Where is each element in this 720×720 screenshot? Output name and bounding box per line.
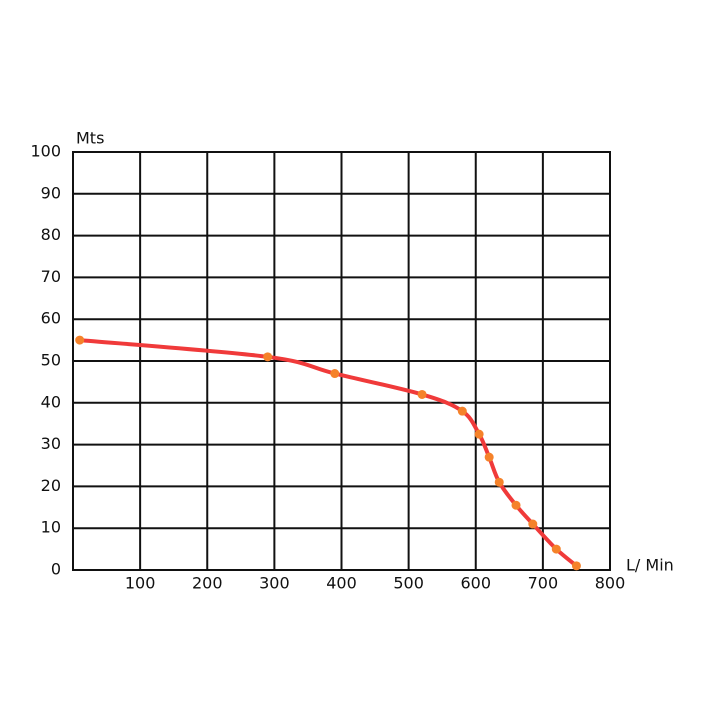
point bbox=[417, 389, 427, 399]
y-tick-label: 70 bbox=[41, 267, 61, 286]
y-tick-label: 80 bbox=[41, 225, 61, 244]
x-tick-label: 800 bbox=[595, 574, 626, 593]
y-tick-label: 40 bbox=[41, 392, 61, 411]
y-tick-label: 0 bbox=[51, 560, 61, 579]
y-tick-label: 90 bbox=[41, 183, 61, 202]
point bbox=[511, 500, 521, 510]
y-tick-label: 100 bbox=[30, 142, 61, 161]
y-tick-label: 20 bbox=[41, 476, 61, 495]
x-tick-label: 400 bbox=[326, 574, 357, 593]
point bbox=[551, 544, 561, 554]
x-tick-label: 600 bbox=[460, 574, 491, 593]
x-tick-label: 300 bbox=[259, 574, 290, 593]
point bbox=[484, 452, 494, 462]
y-tick-label: 10 bbox=[41, 518, 61, 537]
x-axis-label: L/ Min bbox=[626, 556, 674, 575]
x-tick-label: 700 bbox=[528, 574, 559, 593]
y-tick-label: 30 bbox=[41, 434, 61, 453]
x-tick-label: 500 bbox=[393, 574, 424, 593]
x-tick-label: 100 bbox=[125, 574, 156, 593]
y-axis-label: Mts bbox=[76, 129, 104, 148]
point bbox=[474, 429, 484, 439]
point bbox=[528, 519, 538, 529]
y-tick-label: 50 bbox=[41, 351, 61, 370]
x-tick-label: 200 bbox=[192, 574, 223, 593]
point bbox=[571, 561, 581, 571]
point bbox=[263, 352, 273, 362]
point bbox=[457, 406, 467, 416]
y-tick-label: 60 bbox=[41, 309, 61, 328]
point bbox=[330, 369, 340, 379]
point bbox=[75, 335, 85, 345]
point bbox=[494, 477, 504, 487]
